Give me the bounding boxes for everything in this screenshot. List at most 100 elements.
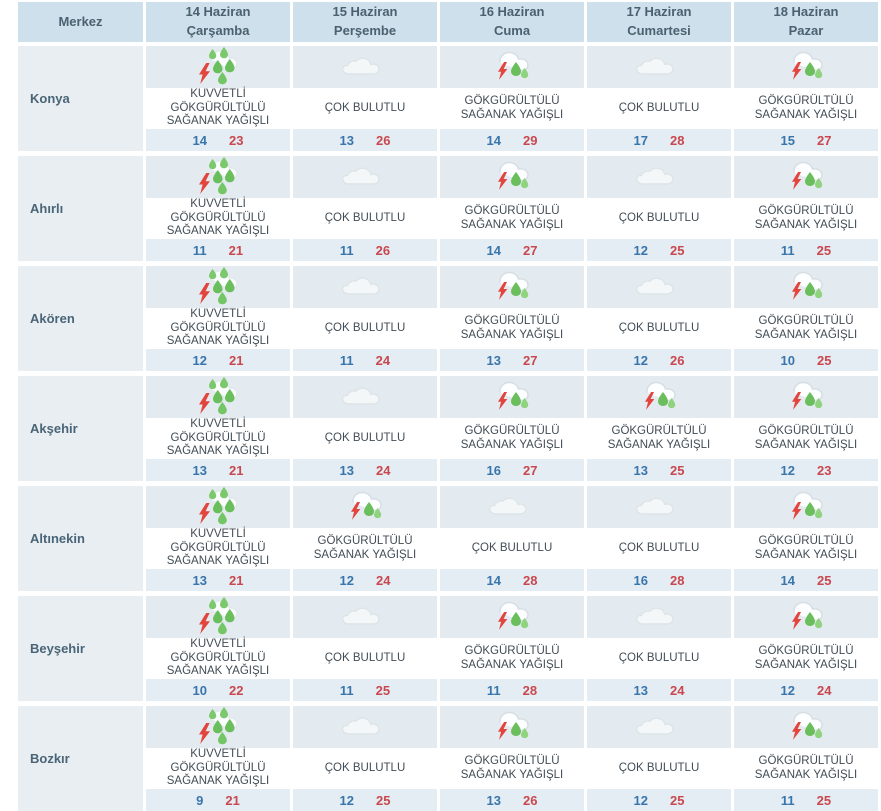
cloudy-icon [293, 706, 437, 748]
max-temp: 21 [228, 242, 244, 258]
table-row: Beyşehir KUVVETLİ GÖKGÜRÜLTÜLÜ SAĞANAK YA… [18, 596, 878, 706]
city-label: Ahırlı [18, 156, 143, 266]
temperature-range: 17 28 [587, 129, 731, 151]
max-temp: 25 [670, 792, 685, 808]
forecast-cell: ÇOK BULUTLU 11 24 [290, 266, 437, 376]
min-temp: 12 [339, 572, 354, 588]
max-temp: 25 [817, 572, 832, 588]
temperature-range: 12 25 [587, 789, 731, 811]
table-row: Akşehir KUVVETLİ GÖKGÜRÜLTÜLÜ SAĞANAK YAĞ… [18, 376, 878, 486]
condition-text: KUVVETLİ GÖKGÜRÜLTÜLÜ SAĞANAK YAĞIŞLI [146, 198, 290, 239]
storm-rain-icon [734, 266, 878, 308]
forecast-cell: GÖKGÜRÜLTÜLÜ SAĞANAK YAĞIŞLI 13 26 [437, 706, 584, 811]
temperature-range: 15 27 [734, 129, 878, 151]
header-merkez: Merkez [18, 2, 143, 46]
max-temp: 26 [376, 132, 391, 148]
condition-text: GÖKGÜRÜLTÜLÜ SAĞANAK YAĞIŞLI [734, 748, 878, 789]
min-temp: 13 [486, 792, 501, 808]
min-temp: 11 [339, 682, 354, 698]
storm-rain-icon [440, 156, 584, 198]
condition-text: ÇOK BULUTLU [293, 748, 437, 789]
forecast-cell: ÇOK BULUTLU 11 25 [290, 596, 437, 706]
cloudy-icon [587, 706, 731, 748]
condition-text: ÇOK BULUTLU [293, 638, 437, 679]
max-temp: 23 [817, 462, 832, 478]
header-day-1: 14 Haziran Çarşamba [143, 2, 290, 46]
heavy-storm-rain-icon [146, 376, 290, 418]
min-temp: 12 [780, 682, 795, 698]
min-temp: 12 [339, 792, 354, 808]
temperature-range: 13 26 [440, 789, 584, 811]
min-temp: 9 [196, 792, 204, 808]
max-temp: 28 [670, 572, 685, 588]
forecast-cell: GÖKGÜRÜLTÜLÜ SAĞANAK YAĞIŞLI 14 25 [731, 486, 878, 596]
header-date: 17 Haziran [626, 4, 692, 20]
table-row: Bozkır KUVVETLİ GÖKGÜRÜLTÜLÜ SAĞANAK YAĞI… [18, 706, 878, 811]
max-temp: 25 [376, 792, 391, 808]
forecast-cell: GÖKGÜRÜLTÜLÜ SAĞANAK YAĞIŞLI 12 24 [731, 596, 878, 706]
forecast-cell: ÇOK BULUTLU 14 28 [437, 486, 584, 596]
max-temp: 25 [375, 682, 391, 698]
header-weekday: Cumartesi [627, 23, 691, 38]
forecast-cell: GÖKGÜRÜLTÜLÜ SAĞANAK YAĞIŞLI 11 28 [437, 596, 584, 706]
condition-text: KUVVETLİ GÖKGÜRÜLTÜLÜ SAĞANAK YAĞIŞLI [146, 638, 290, 679]
forecast-cell: ÇOK BULUTLU 17 28 [584, 46, 731, 156]
max-temp: 21 [229, 572, 244, 588]
storm-rain-icon [587, 376, 731, 418]
condition-text: KUVVETLİ GÖKGÜRÜLTÜLÜ SAĞANAK YAĞIŞLI [146, 528, 290, 569]
condition-text: GÖKGÜRÜLTÜLÜ SAĞANAK YAĞIŞLI [734, 528, 878, 569]
temperature-range: 12 26 [587, 349, 731, 371]
min-temp: 16 [486, 462, 501, 478]
max-temp: 28 [522, 682, 538, 698]
min-temp: 13 [486, 352, 501, 368]
condition-text: GÖKGÜRÜLTÜLÜ SAĞANAK YAĞIŞLI [293, 528, 437, 569]
cloudy-icon [587, 486, 731, 528]
condition-text: GÖKGÜRÜLTÜLÜ SAĞANAK YAĞIŞLI [734, 638, 878, 679]
max-temp: 24 [376, 572, 391, 588]
max-temp: 29 [523, 132, 538, 148]
header-weekday: Pazar [788, 23, 824, 38]
condition-text: ÇOK BULUTLU [587, 308, 731, 349]
max-temp: 26 [523, 792, 538, 808]
max-temp: 24 [375, 352, 391, 368]
cloudy-icon [293, 156, 437, 198]
max-temp: 28 [670, 132, 685, 148]
min-temp: 11 [486, 682, 501, 698]
max-temp: 25 [670, 462, 685, 478]
forecast-cell: KUVVETLİ GÖKGÜRÜLTÜLÜ SAĞANAK YAĞIŞLI 11 2… [143, 156, 290, 266]
max-temp: 24 [817, 682, 832, 698]
cloudy-icon [587, 46, 731, 88]
min-temp: 14 [486, 572, 501, 588]
storm-rain-icon [734, 46, 878, 88]
temperature-range: 11 21 [146, 239, 290, 261]
condition-text: KUVVETLİ GÖKGÜRÜLTÜLÜ SAĞANAK YAĞIŞLI [146, 308, 290, 349]
table-row: Ahırlı KUVVETLİ GÖKGÜRÜLTÜLÜ SAĞANAK YAĞI… [18, 156, 878, 266]
temperature-range: 10 22 [146, 679, 290, 701]
storm-rain-icon [734, 706, 878, 748]
max-temp: 27 [817, 132, 832, 148]
temperature-range: 16 27 [440, 459, 584, 481]
min-temp: 13 [633, 682, 648, 698]
max-temp: 22 [229, 682, 244, 698]
header-weekday: Perşembe [333, 23, 397, 38]
forecast-cell: GÖKGÜRÜLTÜLÜ SAĞANAK YAĞIŞLI 14 29 [437, 46, 584, 156]
cloudy-icon [293, 376, 437, 418]
condition-text: ÇOK BULUTLU [587, 198, 731, 239]
condition-text: GÖKGÜRÜLTÜLÜ SAĞANAK YAĞIŞLI [440, 418, 584, 459]
forecast-cell: GÖKGÜRÜLTÜLÜ SAĞANAK YAĞIŞLI 13 25 [584, 376, 731, 486]
cloudy-icon [293, 266, 437, 308]
min-temp: 11 [780, 242, 795, 258]
temperature-range: 13 25 [587, 459, 731, 481]
forecast-cell: ÇOK BULUTLU 12 26 [584, 266, 731, 376]
max-temp: 25 [817, 352, 832, 368]
condition-text: GÖKGÜRÜLTÜLÜ SAĞANAK YAĞIŞLI [440, 638, 584, 679]
forecast-table: Merkez 14 Haziran Çarşamba 15 Haziran Perşem… [18, 2, 878, 811]
min-temp: 12 [633, 792, 648, 808]
storm-rain-icon [734, 486, 878, 528]
min-temp: 11 [339, 242, 354, 258]
city-label: Bozkır [18, 706, 143, 811]
temperature-range: 11 25 [734, 239, 878, 261]
temperature-range: 14 25 [734, 569, 878, 591]
max-temp: 21 [229, 462, 244, 478]
